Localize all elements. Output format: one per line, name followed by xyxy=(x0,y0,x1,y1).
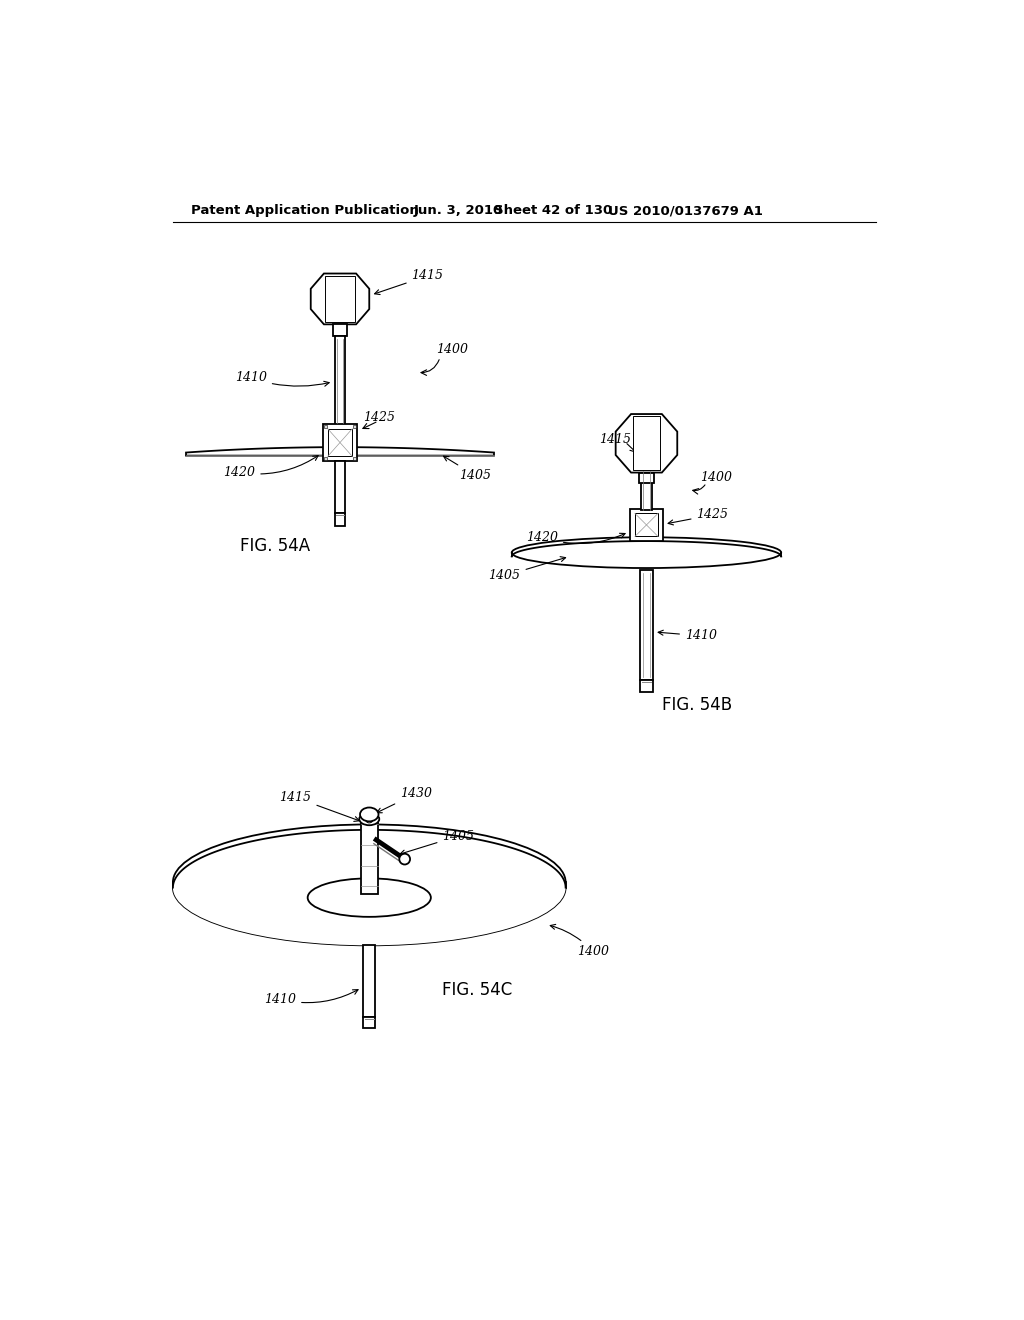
Bar xyxy=(335,335,345,426)
Text: 1425: 1425 xyxy=(668,508,728,525)
Text: 1425: 1425 xyxy=(364,412,395,425)
Text: 1405: 1405 xyxy=(443,457,492,482)
Ellipse shape xyxy=(512,537,781,568)
Text: 1410: 1410 xyxy=(264,990,358,1006)
Bar xyxy=(325,276,355,322)
Bar xyxy=(323,424,357,461)
Text: 1410: 1410 xyxy=(234,371,329,387)
Ellipse shape xyxy=(173,830,565,945)
Text: 1415: 1415 xyxy=(599,433,631,446)
Bar xyxy=(641,459,652,511)
Bar xyxy=(635,513,658,536)
Bar xyxy=(328,429,352,457)
Bar xyxy=(639,473,654,483)
Bar xyxy=(640,570,652,680)
Ellipse shape xyxy=(359,813,379,825)
Ellipse shape xyxy=(173,830,565,945)
Text: FIG. 54C: FIG. 54C xyxy=(442,981,513,999)
Polygon shape xyxy=(310,273,370,325)
Text: 1410: 1410 xyxy=(658,630,717,643)
Bar xyxy=(353,425,356,428)
Bar xyxy=(324,457,327,461)
Text: 1430: 1430 xyxy=(377,787,432,813)
Bar xyxy=(333,323,347,335)
Text: Patent Application Publication: Patent Application Publication xyxy=(190,205,419,218)
Bar xyxy=(335,512,345,527)
Bar xyxy=(633,416,660,470)
Polygon shape xyxy=(615,414,677,473)
Polygon shape xyxy=(186,447,494,455)
Text: 1405: 1405 xyxy=(488,557,565,582)
Text: 1415: 1415 xyxy=(280,791,359,821)
Text: Sheet 42 of 130: Sheet 42 of 130 xyxy=(494,205,612,218)
Bar xyxy=(631,508,663,541)
Bar xyxy=(324,425,327,428)
Bar xyxy=(360,813,378,894)
Text: 1420: 1420 xyxy=(526,531,625,544)
Bar xyxy=(335,461,345,512)
Ellipse shape xyxy=(366,816,373,822)
Ellipse shape xyxy=(173,825,565,940)
Bar xyxy=(364,1016,376,1028)
Text: 1415: 1415 xyxy=(375,269,443,294)
Text: 1400: 1400 xyxy=(436,343,468,356)
Text: FIG. 54B: FIG. 54B xyxy=(662,696,732,714)
Text: FIG. 54A: FIG. 54A xyxy=(240,537,310,554)
Bar xyxy=(353,457,356,461)
Text: Jun. 3, 2010: Jun. 3, 2010 xyxy=(414,205,503,218)
Text: US 2010/0137679 A1: US 2010/0137679 A1 xyxy=(608,205,763,218)
Text: 1400: 1400 xyxy=(700,471,732,484)
Ellipse shape xyxy=(360,808,379,821)
Ellipse shape xyxy=(307,878,431,917)
Text: 1420: 1420 xyxy=(223,455,318,479)
Text: 1405: 1405 xyxy=(400,829,474,855)
Bar xyxy=(364,945,376,1016)
Bar xyxy=(640,680,652,692)
Ellipse shape xyxy=(399,854,410,865)
Text: 1400: 1400 xyxy=(550,924,609,958)
